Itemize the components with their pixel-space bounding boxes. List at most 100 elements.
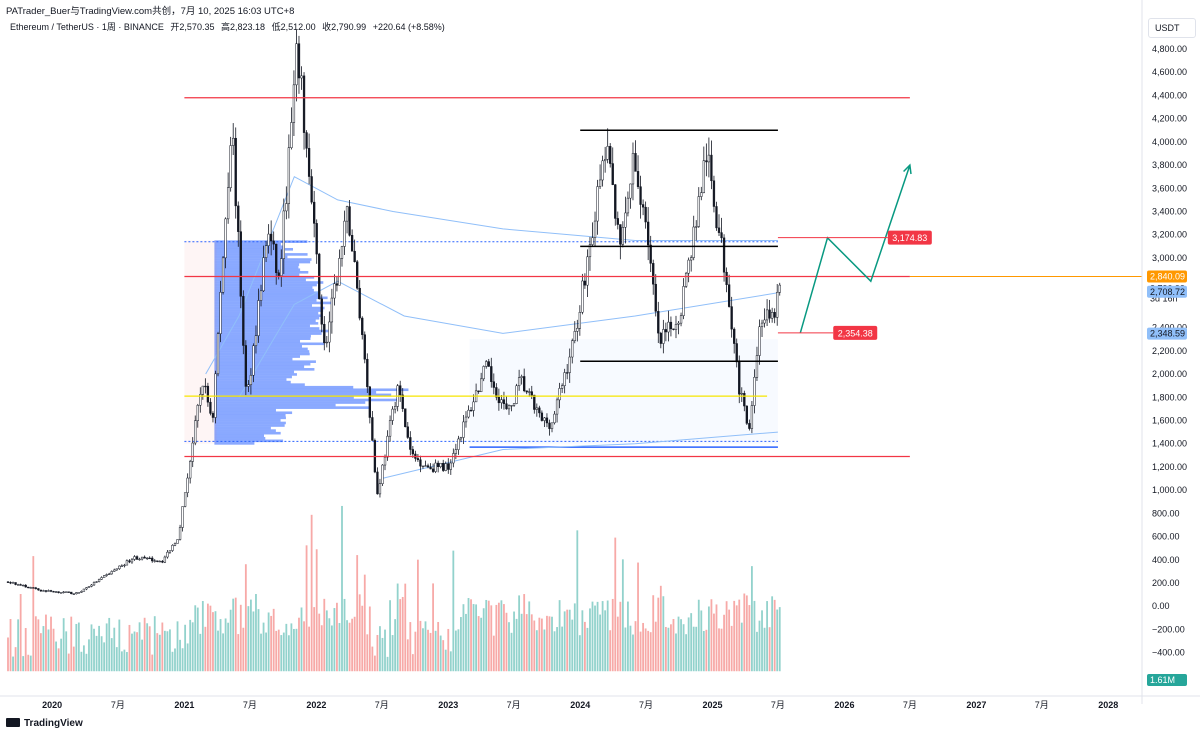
candle-body [320,298,323,325]
volume-bar [32,556,35,672]
volume-bar [637,562,639,672]
price-tick-label: 3,600.00 [1152,183,1187,193]
volume-bar [748,605,751,672]
candle-body [657,311,660,334]
volume-bar [475,604,478,672]
volume-bar [710,599,713,672]
volume-bar [490,605,493,672]
candle-body [692,226,695,258]
volume-profile-bar [214,250,285,254]
time-tick-label: 7月 [375,700,389,710]
volume-profile-bar [214,327,320,330]
volume-profile-bar [214,253,308,256]
horizontal-lines-layer [184,97,1142,458]
candle-body [717,227,721,233]
volume-bar [411,654,414,672]
time-tick-label: 2026 [834,700,854,710]
candle-body [325,341,328,344]
candle-body [469,409,473,412]
candle-body [87,586,91,588]
volume-profile-bar [214,352,310,356]
candle-body [140,556,144,560]
volume-bar [419,620,422,672]
volume-bar [110,638,113,672]
tradingview-logo[interactable]: TradingView [6,718,83,729]
candle-body [563,372,566,386]
volume-bar [621,559,624,672]
volume-bar [108,617,111,672]
volume-profile-bar [214,263,300,266]
volume-bar [578,635,581,672]
volume-bar [515,618,518,672]
target-label-box[interactable] [887,230,932,245]
volume-profile-bar [214,411,293,415]
candle-body [429,466,432,470]
volume-bar [563,611,566,672]
candle-body [350,235,354,252]
volume-bar [589,608,591,672]
volume-profile-bar [214,322,319,325]
candle-body [82,588,86,592]
candle-body [186,477,189,493]
volume-bar [181,648,184,672]
symbol-legend[interactable]: Ethereum / TetherUS · 1周 · BINANCE 开2,57… [10,20,449,33]
volume-bar [766,601,768,672]
symbol-name: Ethereum / TetherUS · 1周 · BINANCE [10,22,164,32]
candle-body [725,271,728,285]
volume-bar [680,619,682,672]
volume-bar [606,600,609,672]
candle-body [242,296,245,346]
volume-bar [55,641,57,672]
volume-bar [386,656,389,672]
candle-body [292,84,296,123]
candle-body [57,591,60,594]
volume-bar [632,634,634,672]
projection-arrow-path[interactable] [799,164,911,334]
time-tick-label: 2020 [42,700,62,710]
volume-bar [9,619,12,672]
candle-body [209,401,212,414]
volume-bar [543,629,546,672]
volume-bar [525,614,528,672]
candle-body [229,145,232,188]
volume-bar [695,626,698,672]
candle-body [328,321,331,343]
volume-bar [396,583,399,672]
volume-profile-bar [214,385,354,389]
candle-body [6,581,10,583]
candle-body [715,206,718,229]
candle-body [191,442,194,462]
volume-bar [336,602,338,672]
candle-body [634,153,637,172]
volume-bar [518,595,521,672]
candle-body [517,377,521,387]
candle-body [259,290,263,301]
volume-bar [65,631,68,672]
volume-bar [424,621,427,672]
candle-body [269,233,273,242]
high-value: 2,823.18 [230,22,266,32]
volume-bar [45,614,47,672]
currency-button[interactable]: USDT [1148,18,1196,38]
volume-bar [672,619,675,672]
candle-body [272,240,275,245]
retest-label-box[interactable] [833,325,878,340]
volume-bar [161,622,164,672]
candle-body [454,449,458,454]
candle-body [720,232,723,239]
candle-body [340,246,344,259]
candle-body [14,582,17,585]
volume-profile-bar [214,429,276,432]
candle-body [758,326,761,356]
volume-bar [141,639,144,672]
volume-bar [262,622,265,672]
candle-body [378,483,382,495]
volume-bar [85,653,88,672]
volume-bar [176,621,179,672]
candle-body [674,324,678,330]
volume-bar [730,625,733,672]
volume-bar [201,601,204,672]
volume-bar [222,633,224,672]
volume-bar [457,629,460,672]
